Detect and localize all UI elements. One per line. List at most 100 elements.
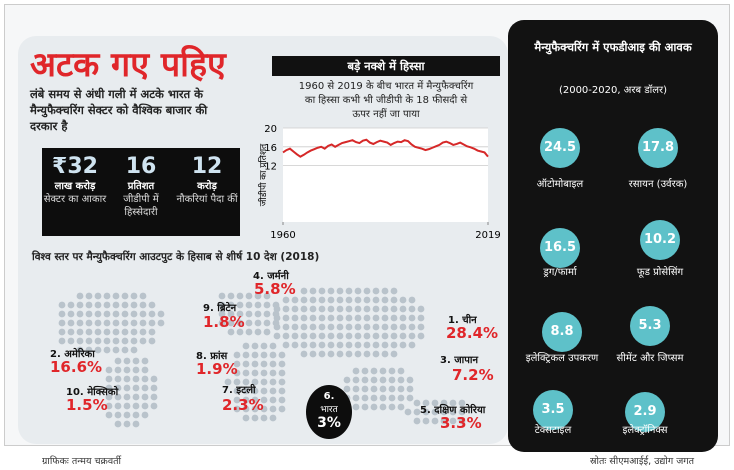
map-dot xyxy=(413,399,421,407)
title: अटक गए पहिए xyxy=(30,45,226,85)
map-dot xyxy=(112,337,120,345)
map-dot xyxy=(372,287,380,295)
fdi-value: 10.2 xyxy=(640,220,680,260)
map-dot xyxy=(282,332,290,340)
credit: ग्राफिकः तन्मय चक्रवर्ती xyxy=(42,456,121,467)
map-dot xyxy=(354,350,362,358)
map-dot xyxy=(440,399,448,407)
map-dot xyxy=(157,319,165,327)
map-dot xyxy=(372,296,380,304)
map-dot xyxy=(114,411,122,419)
map-dot xyxy=(379,394,387,402)
map-dot xyxy=(132,393,140,401)
map-dot xyxy=(269,378,277,386)
stat-desc: जीडीपी में हिस्सेदारी xyxy=(123,194,159,218)
country-name: 3. जापान xyxy=(440,355,479,366)
fdi-title: मैन्युफैक्चरिंग में एफडीआइ की आवक xyxy=(534,40,692,54)
map-dot xyxy=(242,396,250,404)
map-dot xyxy=(121,310,129,318)
map-dot xyxy=(105,393,113,401)
map-dot xyxy=(263,310,271,318)
map-dot xyxy=(76,301,84,309)
map-dot xyxy=(233,351,241,359)
map-dot xyxy=(282,341,290,349)
map-dot xyxy=(397,394,405,402)
map-dot xyxy=(300,314,308,322)
map-dot xyxy=(112,301,120,309)
country-name: 1. चीन xyxy=(448,315,477,326)
map-dot xyxy=(372,341,380,349)
map-dot xyxy=(114,393,122,401)
map-dot xyxy=(449,417,457,425)
fdi-label: फूड प्रोसेसिंग xyxy=(636,267,684,278)
map-dot xyxy=(458,417,466,425)
map-dot xyxy=(404,408,412,416)
map-dot xyxy=(352,367,360,375)
map-dot xyxy=(242,369,250,377)
map-dot xyxy=(123,384,131,392)
map-dot xyxy=(431,399,439,407)
map-dot xyxy=(121,337,129,345)
map-dot xyxy=(381,350,389,358)
map-dot xyxy=(406,394,414,402)
map-dot xyxy=(260,369,268,377)
map-dot xyxy=(399,341,407,349)
map-dot xyxy=(260,378,268,386)
map-dot xyxy=(345,296,353,304)
map-dot xyxy=(363,350,371,358)
map-dot xyxy=(336,323,344,331)
map-dot xyxy=(123,357,131,365)
map-dot xyxy=(148,319,156,327)
map-dot xyxy=(121,346,129,354)
map-dot xyxy=(282,314,290,322)
map-dot xyxy=(130,337,138,345)
map-dot xyxy=(370,403,378,411)
map-dot xyxy=(94,301,102,309)
map-dot xyxy=(361,376,369,384)
map-dot xyxy=(139,319,147,327)
country-name: 7. इटली xyxy=(222,385,256,396)
plot-area xyxy=(283,128,488,222)
map-dot xyxy=(94,328,102,336)
map-dot xyxy=(105,402,113,410)
map-dot xyxy=(242,414,250,422)
map-dot xyxy=(318,323,326,331)
map-dot xyxy=(390,314,398,322)
map-dot xyxy=(458,399,466,407)
country-name: 8. फ्रांस xyxy=(196,351,228,362)
map-dot xyxy=(269,396,277,404)
map-dot xyxy=(236,310,244,318)
map-dot xyxy=(352,376,360,384)
map-dot xyxy=(422,399,430,407)
country-share: 7.2% xyxy=(452,366,494,384)
map-dot xyxy=(408,305,416,313)
map-dot xyxy=(130,346,138,354)
map-dot xyxy=(67,319,75,327)
stat-unit: प्रतिशत xyxy=(127,181,155,192)
map-dot xyxy=(85,292,93,300)
map-dot xyxy=(148,328,156,336)
map-dot xyxy=(278,369,286,377)
country-name: 6. xyxy=(323,391,335,402)
map-dot xyxy=(85,337,93,345)
map-dot xyxy=(379,385,387,393)
map-dot xyxy=(361,367,369,375)
map-dot xyxy=(139,337,147,345)
line-chart: 12 16 20 1960 2019 जीडीपी का प्रतिशत xyxy=(257,124,501,241)
map-dot xyxy=(103,292,111,300)
map-dot xyxy=(399,332,407,340)
map-dot xyxy=(327,305,335,313)
map-dot xyxy=(132,366,140,374)
map-dot xyxy=(399,314,407,322)
map-dot xyxy=(227,319,235,327)
map-dot xyxy=(417,323,425,331)
map-dot xyxy=(278,378,286,386)
fdi-label: रसायन (उर्वरक) xyxy=(628,179,688,190)
map-dot xyxy=(381,287,389,295)
map-dot xyxy=(390,323,398,331)
map-dot xyxy=(260,396,268,404)
map-dot xyxy=(372,332,380,340)
country-name: 9. ब्रिटेन xyxy=(203,303,237,314)
map-dot xyxy=(397,385,405,393)
map-dot xyxy=(263,319,271,327)
